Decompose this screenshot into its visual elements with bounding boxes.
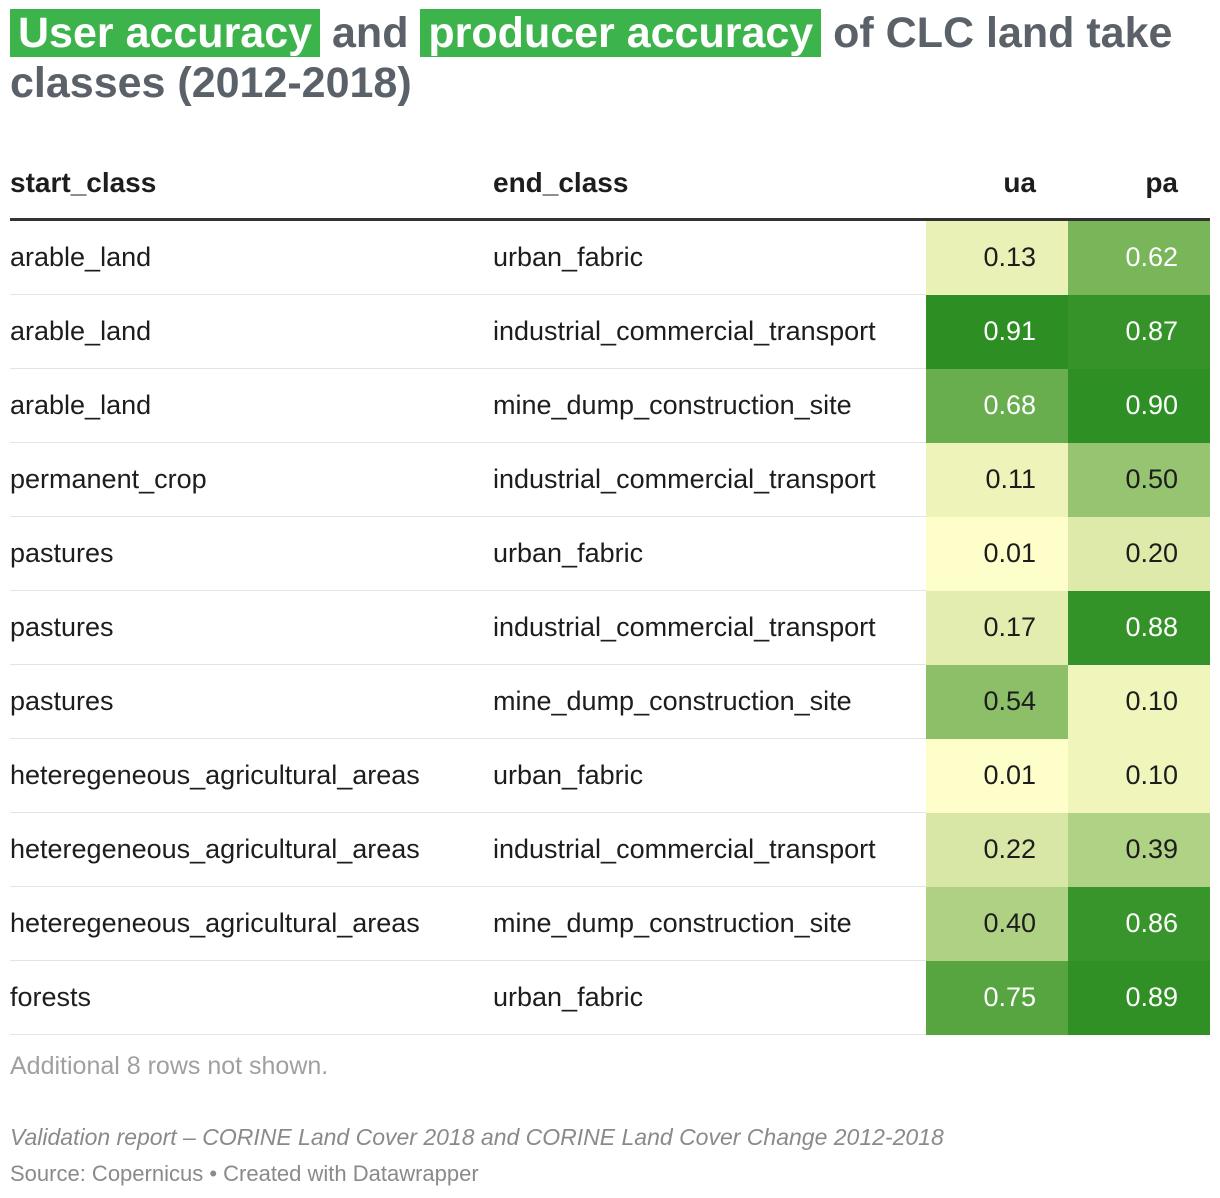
table-row: pastures industrial_commercial_transport 0… [10, 590, 1210, 665]
cell-start-class: arable_land [10, 294, 493, 369]
cell-start-class: forests [10, 960, 493, 1035]
table-row: heteregeneous_agricultural_areas mine_dum… [10, 886, 1210, 961]
table-body: arable_land urban_fabric 0.13 0.62 arable_la… [10, 219, 1210, 1035]
cell-ua: 0.91 [926, 294, 1068, 369]
cell-pa: 0.88 [1068, 590, 1210, 665]
title-highlight-user-accuracy: User accuracy [10, 9, 321, 57]
cell-start-class: arable_land [10, 219, 493, 295]
cell-pa: 0.50 [1068, 442, 1210, 517]
title-connector: and [320, 9, 421, 57]
title-rest: of CLC land take classes (2012-2018) [10, 9, 1173, 107]
accuracy-table: start_class end_class ua pa arable_land u… [10, 148, 1210, 1035]
cell-pa: 0.86 [1068, 886, 1210, 961]
cell-ua: 0.01 [926, 738, 1068, 813]
table-header-row: start_class end_class ua pa [10, 148, 1210, 221]
cell-start-class: permanent_crop [10, 442, 493, 517]
credit-line: Source: Copernicus • Created with Datawr… [10, 1161, 479, 1186]
cell-ua: 0.11 [926, 442, 1068, 517]
table-row: arable_land industrial_commercial_transpo… [10, 294, 1210, 369]
cell-ua: 0.22 [926, 812, 1068, 887]
cell-ua: 0.75 [926, 960, 1068, 1035]
title-highlight-producer-accuracy: producer accuracy [420, 9, 822, 57]
cell-pa: 0.10 [1068, 664, 1210, 739]
column-header-pa[interactable]: pa [1068, 148, 1210, 221]
column-header-start-class[interactable]: start_class [10, 148, 493, 221]
cell-pa: 0.39 [1068, 812, 1210, 887]
table-row: pastures mine_dump_construction_site 0.54 0… [10, 664, 1210, 739]
table-row: heteregeneous_agricultural_areas urban_fa… [10, 738, 1210, 813]
cell-pa: 0.89 [1068, 960, 1210, 1035]
cell-end-class: industrial_commercial_transport [493, 812, 926, 887]
cell-ua: 0.17 [926, 590, 1068, 665]
column-header-ua[interactable]: ua [926, 148, 1068, 221]
cell-pa: 0.10 [1068, 738, 1210, 813]
cell-end-class: urban_fabric [493, 516, 926, 591]
cell-ua: 0.01 [926, 516, 1068, 591]
cell-pa: 0.62 [1068, 219, 1210, 295]
cell-start-class: heteregeneous_agricultural_areas [10, 738, 493, 813]
cell-end-class: mine_dump_construction_site [493, 664, 926, 739]
cell-end-class: industrial_commercial_transport [493, 442, 926, 517]
source-description: Validation report – CORINE Land Cover 20… [10, 1124, 944, 1150]
table-row: forests urban_fabric 0.75 0.89 [10, 960, 1210, 1035]
table-row: permanent_crop industrial_commercial_tran… [10, 442, 1210, 517]
table-row: pastures urban_fabric 0.01 0.20 [10, 516, 1210, 591]
cell-start-class: heteregeneous_agricultural_areas [10, 886, 493, 961]
column-header-end-class[interactable]: end_class [493, 148, 926, 221]
table-row: arable_land urban_fabric 0.13 0.62 [10, 219, 1210, 295]
cell-end-class: urban_fabric [493, 738, 926, 813]
cell-ua: 0.40 [926, 886, 1068, 961]
cell-end-class: industrial_commercial_transport [493, 294, 926, 369]
rows-not-shown-note: Additional 8 rows not shown. [10, 1052, 329, 1080]
cell-pa: 0.20 [1068, 516, 1210, 591]
cell-pa: 0.90 [1068, 368, 1210, 443]
table-row: heteregeneous_agricultural_areas industri… [10, 812, 1210, 887]
cell-ua: 0.13 [926, 219, 1068, 295]
cell-end-class: urban_fabric [493, 219, 926, 295]
cell-end-class: urban_fabric [493, 960, 926, 1035]
cell-end-class: industrial_commercial_transport [493, 590, 926, 665]
cell-start-class: pastures [10, 590, 493, 665]
cell-pa: 0.87 [1068, 294, 1210, 369]
cell-ua: 0.68 [926, 368, 1068, 443]
cell-start-class: arable_land [10, 368, 493, 443]
table-row: arable_land mine_dump_construction_site 0.… [10, 368, 1210, 443]
cell-start-class: pastures [10, 516, 493, 591]
cell-end-class: mine_dump_construction_site [493, 368, 926, 443]
chart-title: User accuracy and producer accuracy of C… [10, 8, 1200, 108]
cell-end-class: mine_dump_construction_site [493, 886, 926, 961]
cell-start-class: heteregeneous_agricultural_areas [10, 812, 493, 887]
cell-ua: 0.54 [926, 664, 1068, 739]
cell-start-class: pastures [10, 664, 493, 739]
